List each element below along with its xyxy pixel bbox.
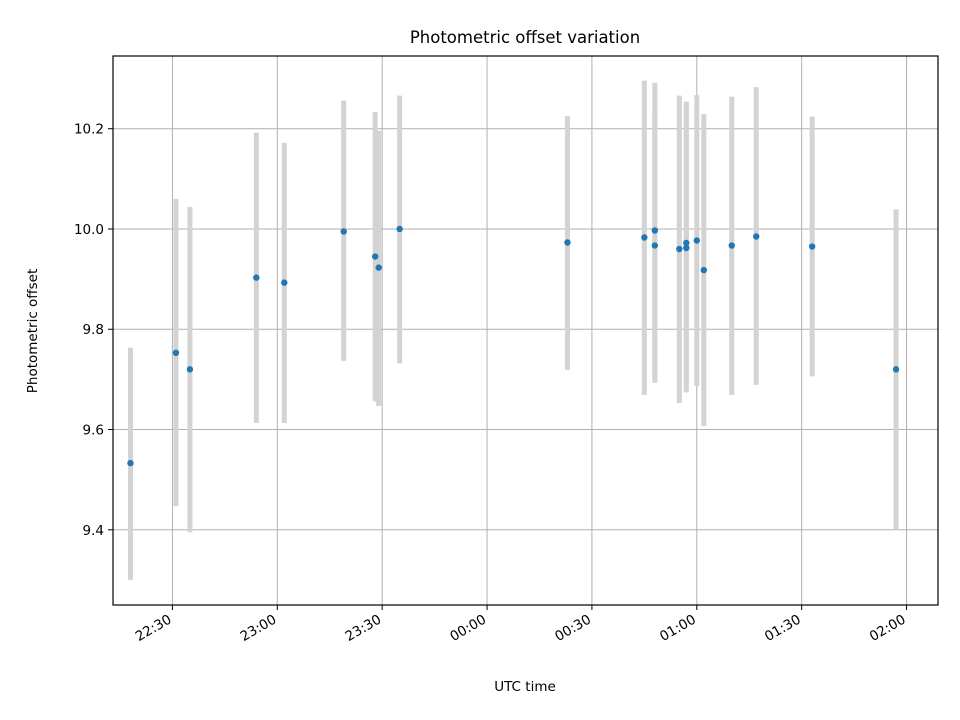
data-point <box>127 459 134 467</box>
data-points <box>127 225 900 467</box>
data-point <box>892 366 900 373</box>
x-tick-label: 23:30 <box>342 612 384 645</box>
x-tick-label: 01:30 <box>762 612 804 645</box>
data-point <box>753 233 760 240</box>
data-point <box>253 274 260 281</box>
x-axis-label: UTC time <box>494 679 556 695</box>
data-point <box>375 264 382 271</box>
data-point <box>728 242 735 249</box>
data-point <box>396 225 403 233</box>
data-point <box>683 244 690 252</box>
error-bars <box>127 80 899 580</box>
data-point <box>564 239 571 246</box>
y-tick-label: 10.0 <box>74 222 104 238</box>
y-tick-label: 10.2 <box>74 122 104 138</box>
data-point <box>186 366 194 373</box>
x-tick-label: 02:00 <box>867 612 909 645</box>
x-axis: 22:30 23:00 23:30 00:00 00:30 01:00 01:30 02:00 <box>133 605 909 645</box>
data-point <box>340 228 347 235</box>
data-point <box>172 349 180 357</box>
data-point <box>371 253 379 260</box>
x-tick-label: 01:00 <box>657 612 699 645</box>
data-point <box>676 245 683 253</box>
data-point <box>651 242 659 249</box>
data-point <box>683 239 690 247</box>
data-point <box>700 266 707 274</box>
plot-frame <box>112 55 939 606</box>
x-tick-label: 00:00 <box>447 612 489 645</box>
x-tick-label: 00:30 <box>552 612 594 645</box>
y-tick-label: 9.6 <box>83 423 104 439</box>
data-point <box>693 237 700 244</box>
data-point <box>651 227 659 234</box>
chart-title: Photometric offset variation <box>410 28 640 47</box>
y-axis: 9.4 9.6 9.8 10.0 10.2 <box>74 122 113 539</box>
x-tick-label: 23:00 <box>238 612 280 645</box>
y-axis-label: Photometric offset <box>25 269 41 393</box>
y-tick-label: 9.4 <box>83 523 104 539</box>
data-point <box>281 279 288 286</box>
data-point <box>641 234 648 241</box>
x-tick-label: 22:30 <box>133 612 175 645</box>
data-point <box>808 243 816 250</box>
y-tick-label: 9.8 <box>83 322 104 338</box>
